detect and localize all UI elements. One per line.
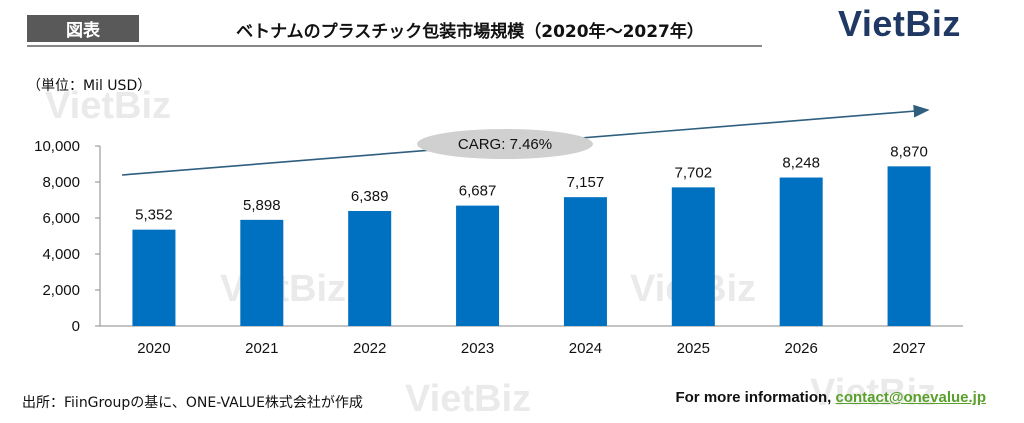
bar-value-label: 6,687: [459, 183, 497, 200]
contact-info: For more information, contact@onevalue.j…: [675, 389, 986, 406]
bar-value-label: 5,898: [243, 197, 281, 214]
bar: [563, 197, 607, 326]
unit-label: （単位：Mil USD）: [27, 78, 152, 94]
x-tick-label: 2022: [353, 340, 386, 357]
bar: [456, 205, 500, 326]
title-underline: [27, 45, 762, 47]
x-tick-label: 2023: [461, 340, 494, 357]
cagr-label: CARG: 7.46%: [458, 136, 552, 153]
bar: [779, 177, 823, 326]
bar-value-label: 5,352: [135, 207, 173, 224]
bar-value-label: 8,870: [890, 143, 928, 160]
bar: [132, 229, 176, 326]
y-tick-label: 2,000: [42, 282, 80, 299]
contact-email-link[interactable]: contact@onevalue.jp: [835, 389, 987, 406]
watermark: VietBiz: [810, 372, 937, 414]
source-note: 出所：FiinGroupの基に、ONE-VALUE株式会社が作成: [22, 395, 363, 411]
y-tick-label: 0: [72, 318, 80, 335]
x-tick-label: 2020: [137, 340, 170, 357]
y-tick-label: 4,000: [42, 246, 80, 263]
bar-value-label: 7,702: [675, 164, 713, 181]
bar-value-label: 6,389: [351, 188, 389, 205]
y-tick-label: 6,000: [42, 210, 80, 227]
bar: [240, 219, 284, 326]
watermark: VietBiz: [405, 378, 532, 420]
x-tick-label: 2021: [245, 340, 278, 357]
figure-tag: 図表: [27, 15, 139, 42]
x-tick-label: 2026: [785, 340, 818, 357]
x-tick-label: 2024: [569, 340, 602, 357]
chart-title: ベトナムのプラスチック包装市場規模（2020年～2027年）: [236, 22, 704, 42]
bar-value-label: 7,157: [567, 174, 605, 191]
contact-prefix: For more information,: [675, 389, 836, 406]
vietbiz-logo: VietBiz: [838, 3, 961, 44]
x-tick-label: 2025: [677, 340, 710, 357]
y-tick-label: 8,000: [42, 174, 80, 191]
x-tick-label: 2027: [892, 340, 925, 357]
cagr-ellipse: [417, 129, 593, 159]
bar: [671, 187, 715, 326]
bar: [348, 210, 392, 326]
bar-value-label: 8,248: [782, 155, 820, 172]
bar: [887, 166, 931, 326]
watermark: VietBiz: [45, 85, 172, 127]
y-tick-label: 10,000: [34, 138, 80, 155]
